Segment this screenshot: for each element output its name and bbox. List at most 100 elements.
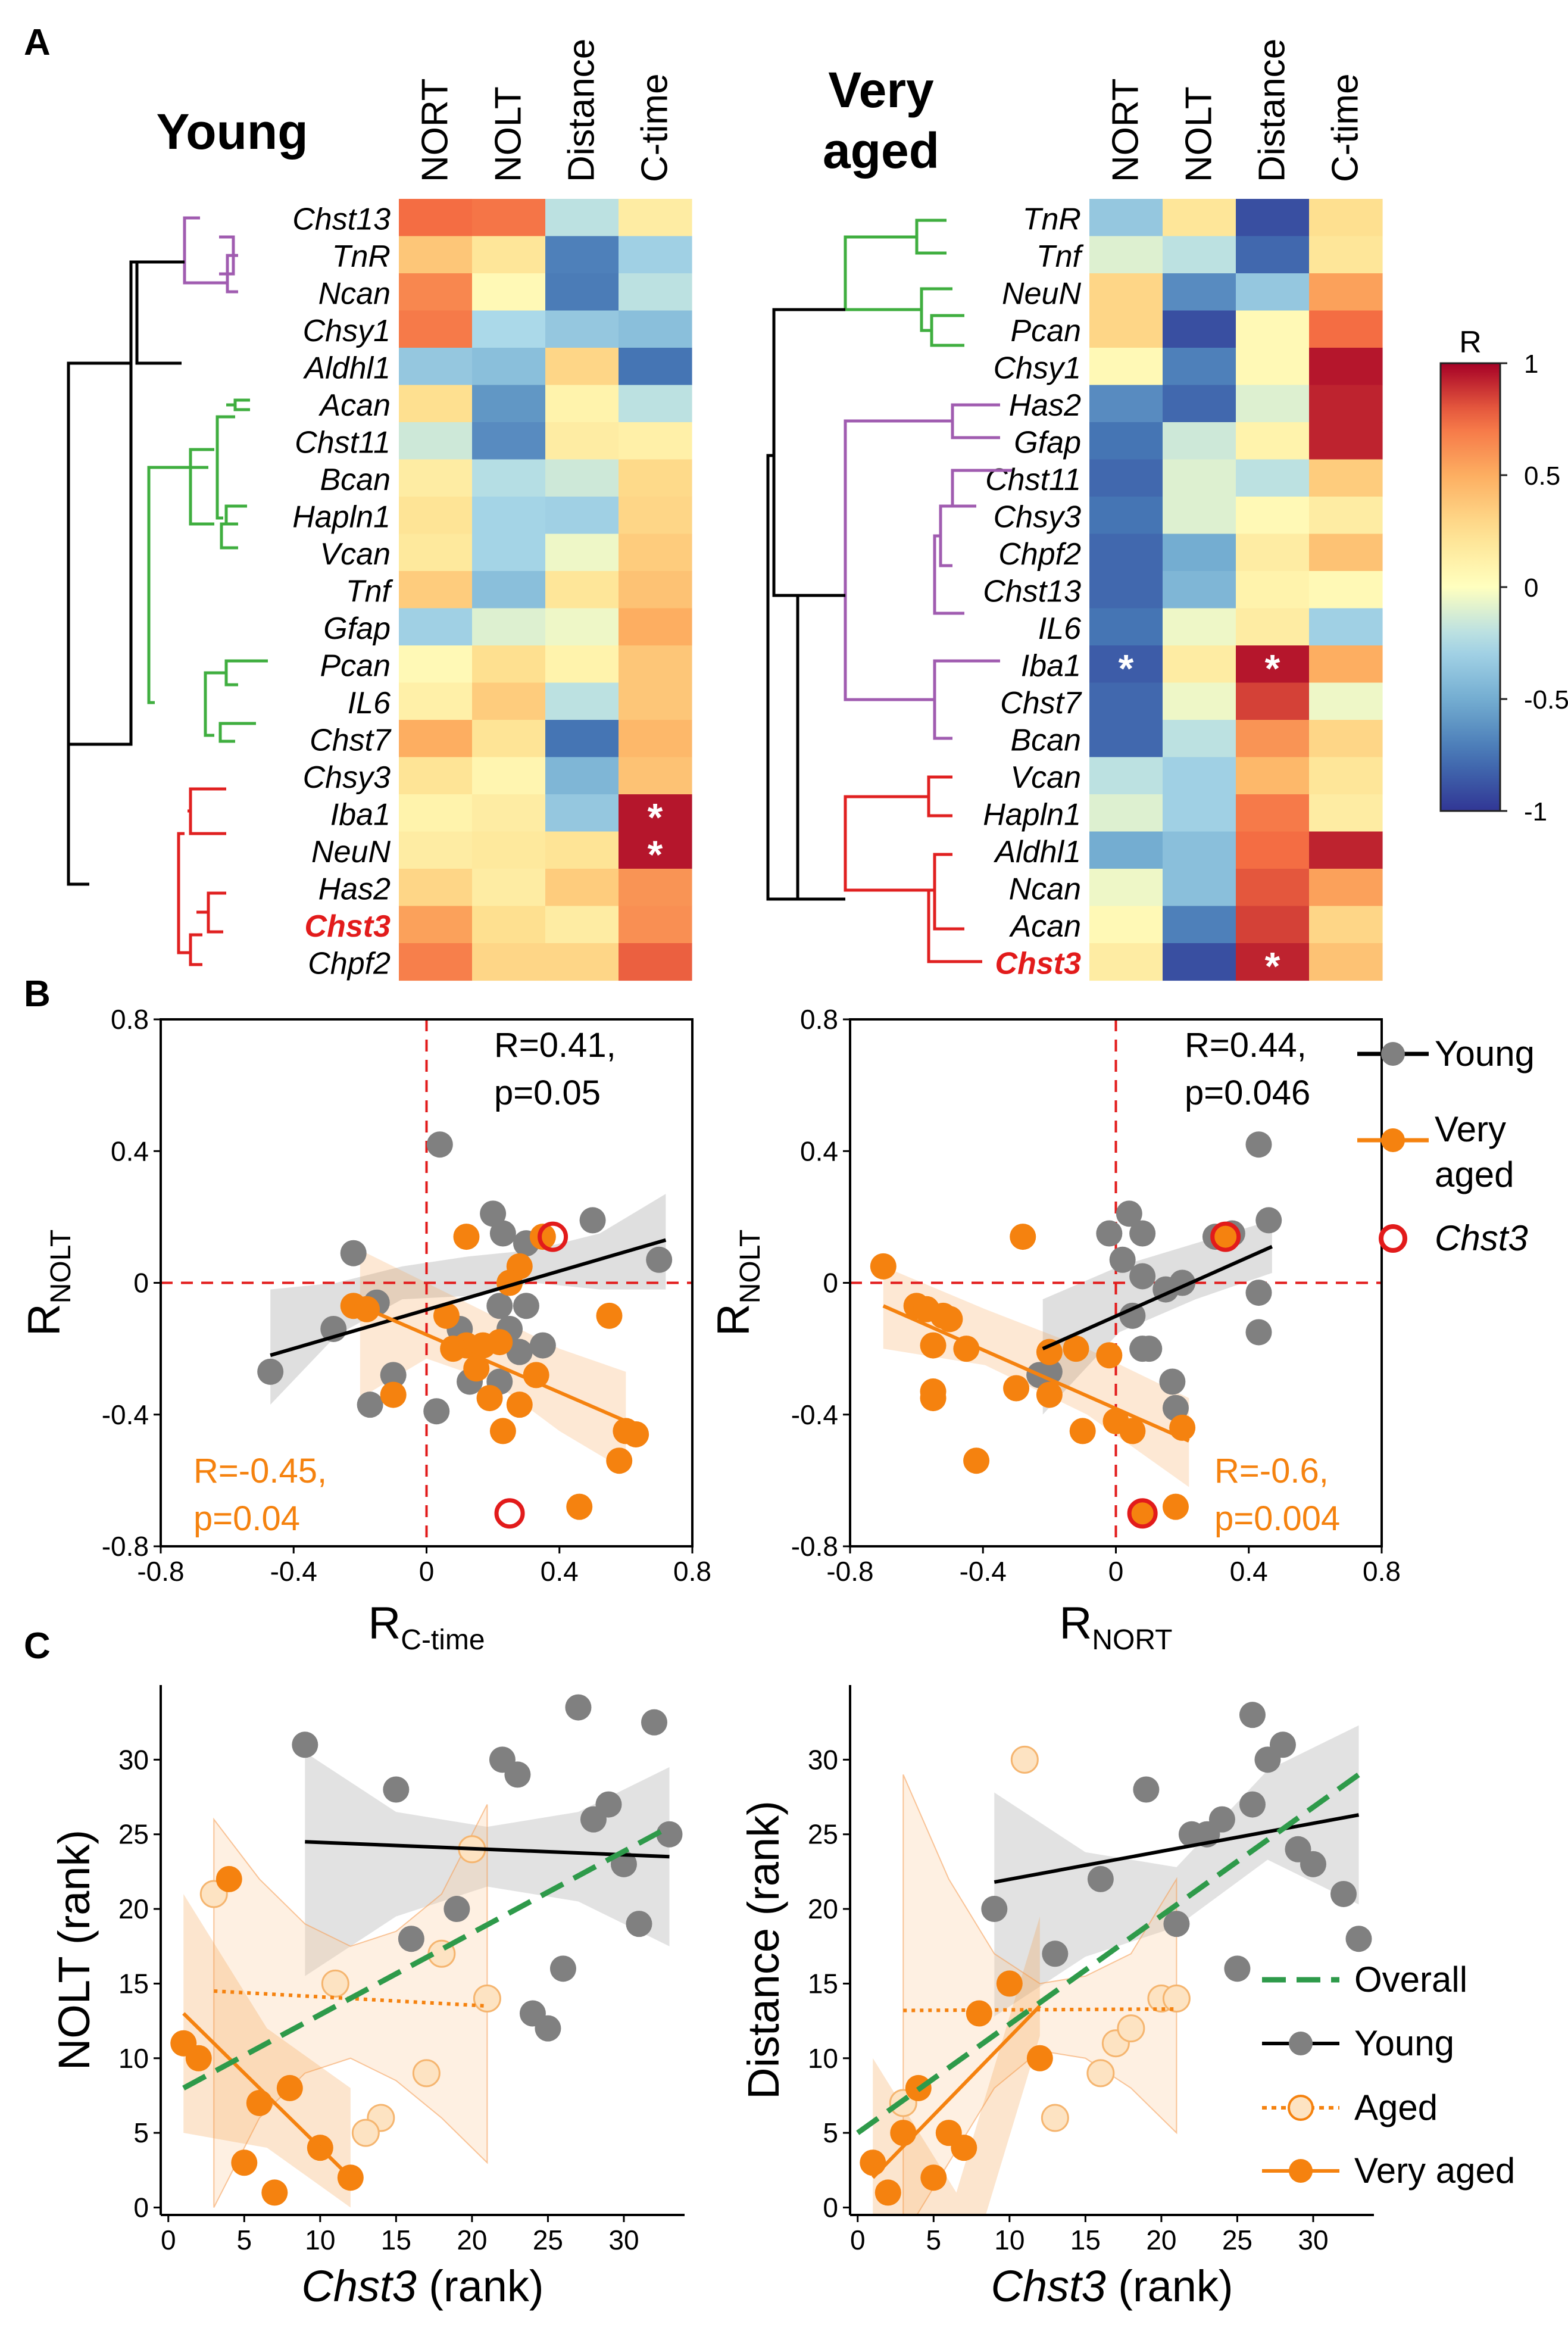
scatter-b-ctime-point-young [423,1398,450,1425]
heatmap-very-aged-title-2: aged [823,123,939,179]
heatmap-young-col-distance: Distance [561,39,602,182]
heatmap-aged-cell [1163,348,1236,386]
legend-c-young-label: Young [1354,2023,1454,2063]
scatter-b-nort-highlight-chst3 [1210,1221,1241,1252]
heatmap-aged-cell [1309,608,1383,646]
scatter-c-nolt-point-aged [351,2119,380,2147]
scatter-c-distance-point-young [1042,1940,1069,1967]
heatmap-young-cell [545,236,619,274]
scatter-c-nolt-x-tick-label: 30 [608,2224,639,2255]
heatmap-aged-row-label: Chst3 [995,946,1082,981]
scatter-b-ctime-point-very-aged [380,1381,407,1408]
heatmap-aged-cell [1089,608,1163,646]
heatmap-aged-cell [1236,571,1310,609]
heatmap-young-cell [399,459,473,497]
scatter-b-ctime-point-young [357,1391,383,1418]
heatmap-aged-cell [1089,682,1163,720]
heatmap-aged-col-nort: NORT [1105,78,1147,182]
scatter-c-distance-point-aged [1086,2059,1115,2088]
heatmap-young-row-label: Ncan [318,276,391,311]
heatmap-aged-cell [1163,310,1236,348]
heatmap-young-significance-marker: * [648,795,663,839]
scatter-b-nort-y-label: RNOLT [708,1230,766,1336]
heatmap-young-row-label: Gfap [323,611,391,646]
scatter-b-ctime-x-label: RC-time [368,1598,485,1656]
heatmap-aged-cell [1309,794,1383,832]
scatter-c-nolt-plot-area [170,1694,683,2208]
heatmap-young-cell [472,459,546,497]
scatter-b-nort-point-very-aged [870,1253,897,1280]
scatter-c-distance-x-tick-label: 20 [1146,2224,1176,2255]
scatter-b-nort-point-young [1245,1319,1272,1346]
scatter-c-distance-y-tick-label: 30 [808,1744,838,1775]
scatter-c-nolt-point-very-aged [215,1865,242,1892]
heatmap-young-row-label: Aldhl1 [302,351,391,385]
scatter-c-nolt-point-very-aged [246,2089,273,2116]
heatmap-young-cell [619,757,692,795]
heatmap-young-cell [545,757,619,795]
scatter-b-ctime-annotation: p=0.04 [193,1499,300,1538]
heatmap-aged-cell [1163,608,1236,646]
scatter-c-distance-point-very-aged [1026,2045,1053,2071]
heatmap-young-cell [545,645,619,684]
heatmap-young-cell [399,608,473,646]
heatmap-aged-row-label: Bcan [1010,723,1081,757]
heatmap-aged-cell [1163,831,1236,869]
heatmap-young-cell [472,533,546,572]
heatmap-young-cell [619,533,692,572]
scatter-b-nort-y-tick-label: 0.8 [800,1004,838,1035]
scatter-b-nort-point-very-aged [1069,1418,1096,1444]
heatmap-aged-cell [1089,906,1163,944]
colorbar-tick-label: 0 [1524,573,1538,603]
scatter-c-ci-band-very-aged [873,1916,1040,2215]
legend-c-very-aged: Very aged [1262,2151,1515,2191]
heatmap-aged-cell [1089,720,1163,758]
scatter-c-nolt-point-very-aged [231,2149,258,2176]
heatmap-very-aged: NORT NOLT Distance C-timeTnRTnfNeuNPcanChsy… [983,39,1383,988]
scatter-b-ctime-plot-area [161,1019,692,1546]
scatter-b-ctime-y-tick-label: 0 [133,1268,149,1299]
heatmap-aged-cell [1309,533,1383,572]
legend-c-young: Young [1262,2023,1454,2063]
heatmap-young-cell [619,236,692,274]
heatmap-young-cell [545,831,619,869]
scatter-b-ctime-point-very-aged [596,1302,623,1329]
scatter-b-ctime-y-tick-label: -0.8 [102,1531,149,1562]
scatter-c-nolt-y-tick-label: 0 [133,2192,149,2223]
heatmap-young-cell [545,348,619,386]
scatter-b-nort-point-young [1096,1220,1123,1247]
heatmap-aged-cell [1309,385,1383,423]
scatter-b-ctime: -0.8 -0.4 0 0.4 0.8 0.8 0.4 0 -0.4 -0.8 RC-time RNO… [19,1004,711,1656]
heatmap-young-cell [545,310,619,348]
legend-b-chst3-marker [1379,1224,1407,1253]
scatter-b-nort-x-tick-label: 0 [1108,1556,1124,1587]
scatter-b-ctime-x-tick-label: 0.4 [541,1556,579,1587]
scatter-c-nolt-point-very-aged [261,2179,288,2206]
heatmap-young-cell [399,720,473,758]
heatmap-young-cell [619,831,692,869]
heatmap-aged-cell [1163,943,1236,981]
scatter-b-nort-annotation: R=0.44, [1185,1026,1307,1065]
scatter-b-ctime-highlight-chst3 [538,1221,569,1252]
heatmap-young-cell [472,943,546,981]
heatmap-aged-cell [1089,831,1163,869]
scatter-c-nolt-y-tick-label: 10 [118,2043,149,2074]
scatter-c-nolt-point-young [535,2015,561,2042]
heatmap-aged-cell [1089,348,1163,386]
legend-b-chst3: Chst3 [1379,1218,1528,1258]
heatmap-young-cell [472,645,546,684]
scatter-b-nort-y-tick-label: -0.4 [791,1399,838,1430]
scatter-c-distance-point-aged [1010,1745,1039,1774]
heatmap-young-row-label: Acan [318,388,391,423]
heatmap-young-col-nort: NORT [415,78,456,182]
heatmap-aged-row-label: Iba1 [1021,648,1081,683]
legend-b-young-label: Young [1435,1034,1535,1074]
heatmap-young-cell [545,422,619,460]
colorbar-title: R [1459,325,1482,360]
heatmap-aged-row-label: Aldhl1 [993,835,1081,869]
heatmap-aged-cell [1089,310,1163,348]
scatter-c-distance-y-label: Distance (rank) [739,1801,788,2099]
heatmap-aged-row-label: NeuN [1002,276,1081,311]
scatter-b-ctime-point-young [513,1293,539,1319]
scatter-c-distance-point-aged [1041,2104,1069,2132]
